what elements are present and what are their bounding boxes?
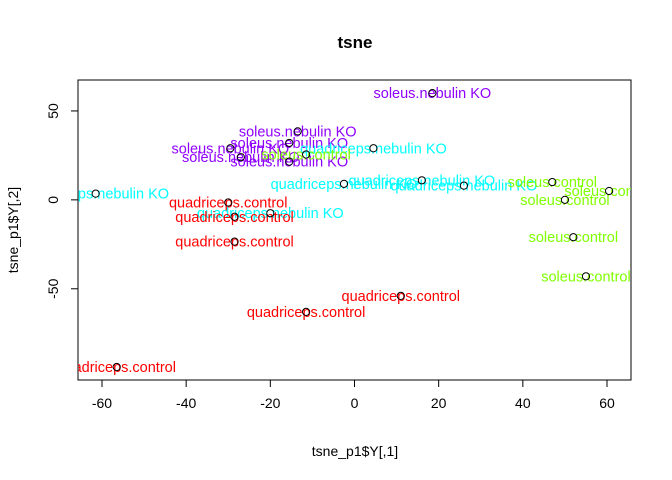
y-tick-label: 50 [45, 103, 61, 119]
x-tick-label: -20 [260, 395, 280, 411]
scatter-point [293, 127, 302, 136]
point-label: quadriceps.control [169, 196, 288, 212]
x-tick-label: 40 [515, 395, 531, 411]
x-axis: -60 -40 -20 0 20 40 60 [92, 379, 615, 411]
point-label: quadriceps.nebulin KO [271, 177, 418, 193]
scatter-point [226, 144, 235, 153]
scatter-point [230, 237, 239, 246]
scatter-point [428, 89, 437, 98]
scatter-point [548, 177, 557, 187]
point-label: quadriceps.nebulin KO [348, 173, 495, 189]
scatter-point [285, 138, 294, 148]
point-label: soleus.nebulin KO [230, 155, 348, 171]
point-label: quadriceps.control [342, 289, 461, 305]
y-tick-label: -50 [45, 278, 61, 298]
x-tick-label: -40 [176, 395, 196, 411]
point-label: soleus.control [541, 269, 630, 285]
y-tick-label: 0 [45, 196, 61, 204]
scatter-point [266, 209, 275, 218]
scatter-point [417, 176, 426, 185]
x-tick-label: 0 [351, 395, 359, 411]
scatter-point [91, 189, 100, 198]
x-tick-label: -60 [92, 395, 112, 411]
scatter-point [581, 272, 591, 281]
scatter-point [302, 307, 311, 316]
point-label: quadriceps.control [175, 210, 294, 226]
scatter-point [302, 150, 311, 159]
point-label: soleus.control [508, 175, 597, 191]
scatter-point [396, 291, 405, 300]
point-label: soleus.control [564, 184, 653, 200]
point-label: soleus.nebulin KO [182, 150, 300, 166]
point-label: soleus.control [261, 148, 350, 164]
chart-title: tsne [338, 33, 373, 52]
point-label: soleus.control [529, 230, 618, 246]
data-points [91, 89, 614, 372]
point-label: soleus.nebulin KO [239, 124, 357, 140]
point-label: soleus.nebulin KO [374, 86, 492, 102]
scatter-point [605, 186, 614, 196]
point-label: quadriceps.nebulin KO [197, 206, 344, 222]
x-axis-label: tsne_p1$Y[,1] [312, 443, 398, 459]
scatter-point [339, 179, 349, 188]
scatter-point [459, 181, 469, 190]
point-label: quadriceps.control [175, 235, 294, 251]
x-tick-label: 60 [599, 395, 615, 411]
scatter-point [285, 157, 294, 166]
y-axis-label: tsne_p1$Y[,2] [5, 187, 21, 273]
point-label: soleus.control [520, 193, 609, 209]
point-label: quadriceps.control [57, 360, 176, 376]
point-label: quadriceps.nebulin KO [300, 141, 447, 157]
scatter-point [369, 144, 378, 153]
scatter-point [569, 233, 578, 242]
y-axis: -50 0 50 [45, 103, 79, 299]
point-label: soleus.nebulin KO [230, 136, 348, 152]
scatter-point [560, 195, 570, 204]
scatter-point [230, 212, 239, 221]
x-tick-label: 20 [431, 395, 447, 411]
scatter-point [224, 198, 233, 207]
point-label: quadriceps.nebulin KO [22, 187, 169, 203]
point-label: quadriceps.nebulin KO [391, 179, 538, 195]
scatter-point [236, 153, 245, 162]
scatter-point [112, 362, 121, 372]
point-label: quadriceps.control [247, 305, 366, 321]
point-label: soleus.nebulin KO [172, 141, 290, 157]
